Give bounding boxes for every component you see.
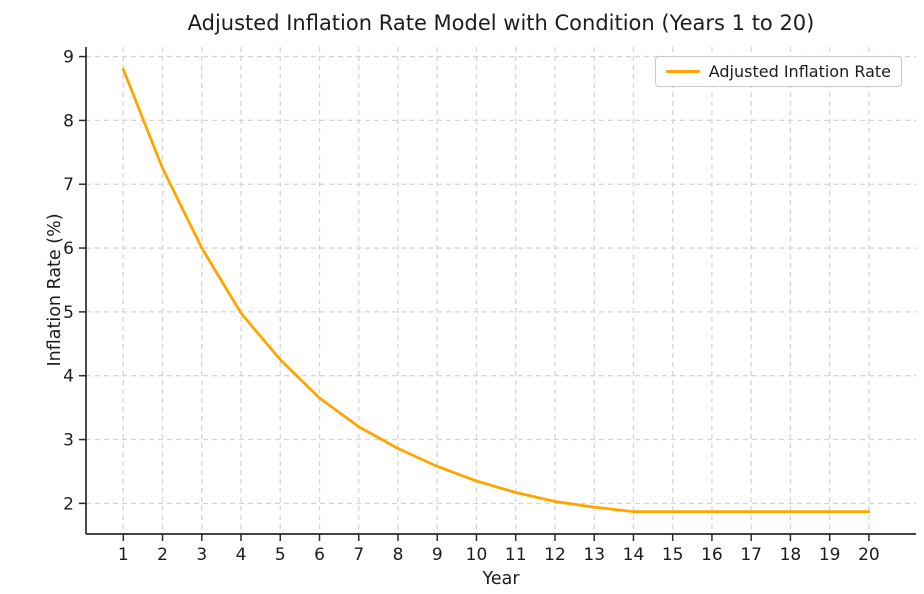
x-tick-label: 20 bbox=[858, 545, 880, 565]
y-axis-label: Inflation Rate (%) bbox=[45, 213, 65, 367]
y-tick-label: 2 bbox=[63, 494, 74, 514]
y-tick-label: 6 bbox=[63, 239, 74, 259]
x-tick-label: 11 bbox=[505, 545, 527, 565]
chart-title: Adjusted Inflation Rate Model with Condi… bbox=[187, 11, 815, 35]
x-tick-label: 17 bbox=[740, 545, 762, 565]
inflation-rate-line bbox=[121, 67, 871, 514]
x-tick-label: 14 bbox=[623, 545, 645, 565]
legend-line-swatch bbox=[665, 70, 700, 73]
y-tick-label: 3 bbox=[63, 430, 74, 450]
x-tick-label: 16 bbox=[701, 545, 723, 565]
x-tick-label: 5 bbox=[275, 545, 286, 565]
legend: Adjusted Inflation Rate bbox=[654, 56, 902, 87]
x-tick-label: 4 bbox=[236, 545, 247, 565]
x-tick-label: 12 bbox=[544, 545, 566, 565]
y-tick-label: 9 bbox=[63, 48, 74, 68]
legend-label: Adjusted Inflation Rate bbox=[708, 62, 891, 81]
y-tick-label: 5 bbox=[63, 303, 74, 323]
x-tick-label: 18 bbox=[780, 545, 802, 565]
x-tick-label: 2 bbox=[157, 545, 168, 565]
x-tick-label: 6 bbox=[314, 545, 325, 565]
x-tick-label: 8 bbox=[393, 545, 404, 565]
y-tick-label: 4 bbox=[63, 367, 74, 387]
x-tick-label: 9 bbox=[432, 545, 443, 565]
x-tick-label: 10 bbox=[466, 545, 488, 565]
x-axis-label: Year bbox=[482, 569, 520, 589]
y-tick-label: 7 bbox=[63, 175, 74, 195]
y-tick-label: 8 bbox=[63, 111, 74, 131]
x-tick-label: 3 bbox=[196, 545, 207, 565]
x-tick-label: 1 bbox=[118, 545, 129, 565]
x-tick-label: 13 bbox=[583, 545, 605, 565]
x-tick-label: 19 bbox=[819, 545, 841, 565]
x-tick-label: 15 bbox=[662, 545, 684, 565]
x-tick-label: 7 bbox=[353, 545, 364, 565]
